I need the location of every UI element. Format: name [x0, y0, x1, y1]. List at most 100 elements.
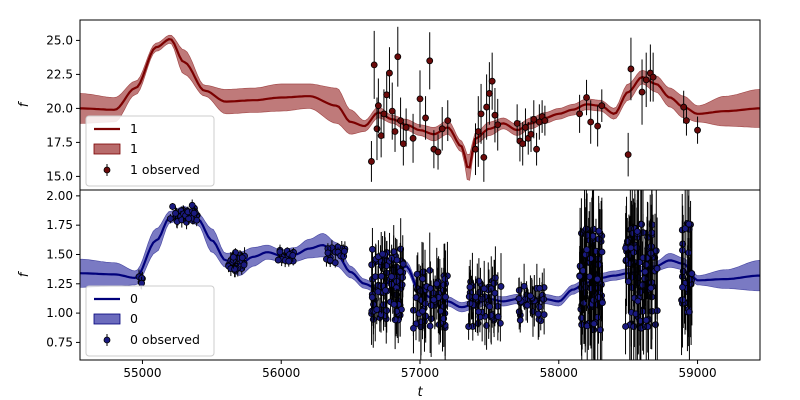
bottom-observed-point [644, 323, 652, 330]
top-observed-point [522, 124, 529, 131]
bottom-observed-point [633, 228, 641, 235]
bottom-observed-point [427, 284, 434, 292]
bottom-observed-point [576, 272, 584, 280]
bottom-observed-point [419, 275, 427, 283]
bottom-observed-point [534, 310, 542, 318]
bottom-observed-point [276, 248, 284, 256]
top-observed-point [583, 94, 590, 101]
top-observed-point [380, 110, 388, 118]
top-observed-point [374, 102, 382, 110]
top-panel: 15.0 17.5 20.0 22.5 25.0 f 1 1 1 observed [17, 19, 761, 191]
bottom-observed-point [378, 272, 385, 280]
bottom-observed-point [324, 249, 332, 257]
bottom-observed-point [475, 308, 482, 316]
bottom-observed-point [593, 275, 601, 283]
bottom-observed-point [491, 289, 499, 297]
bottom-observed-point [388, 273, 395, 280]
bottom-observed-point [427, 302, 435, 309]
bottom-observed-point [536, 284, 544, 292]
bottom-observed-point [480, 285, 488, 293]
bottom-observed-point [238, 254, 246, 262]
top-observed-point [485, 90, 493, 97]
top-observed-point [444, 117, 452, 125]
bottom-plot-area [80, 190, 760, 360]
bottom-observed-point [598, 248, 606, 256]
bottom-observed-point [590, 320, 598, 328]
bottom-observed-point [515, 295, 523, 302]
bottom-observed-point [172, 209, 179, 217]
top-observed-point [541, 117, 549, 125]
bottom-xtick-label: 56000 [262, 366, 300, 380]
top-observed-point [399, 140, 407, 148]
top-observed-point [642, 76, 650, 84]
bottom-observed-point [442, 293, 449, 301]
bottom-observed-point [638, 220, 646, 228]
bottom-observed-point [634, 297, 642, 305]
top-observed-point [533, 145, 540, 153]
top-observed-point [434, 148, 442, 156]
bottom-ytick-label: 1.25 [46, 277, 73, 291]
bottom-observed-point [583, 246, 591, 254]
top-observed-point [627, 65, 635, 73]
bottom-legend-label: 0 [130, 291, 138, 306]
top-observed-point [576, 110, 583, 118]
top-observed-point [594, 122, 602, 130]
bottom-ylabel: f [17, 270, 32, 277]
bottom-observed-point [371, 273, 379, 281]
bottom-observed-point [138, 279, 145, 287]
top-observed-point [649, 73, 657, 81]
top-ytick-label: 17.5 [46, 135, 73, 149]
top-ytick-label: 20.0 [46, 101, 73, 115]
top-ytick-label: 25.0 [46, 33, 73, 47]
bottom-observed-point [419, 307, 426, 315]
bottom-observed-point [326, 256, 334, 264]
bottom-observed-point [368, 261, 376, 269]
bottom-ytick-label: 1.00 [46, 306, 73, 320]
top-legend-box [85, 115, 215, 187]
top-observed-point [388, 107, 396, 115]
top-observed-point [422, 114, 429, 122]
top-ytick-label: 15.0 [46, 169, 73, 183]
bottom-observed-point [379, 250, 386, 258]
bottom-observed-point [391, 316, 399, 324]
top-observed-point [402, 124, 410, 131]
top-observed-point [527, 130, 535, 138]
bottom-observed-point [382, 286, 389, 294]
bottom-panel: 0.75 1.00 1.25 1.50 1.75 2.00 55000 56000 57000 5… [17, 189, 761, 400]
top-observed-point [368, 158, 375, 165]
bottom-observed-point [390, 300, 398, 308]
top-observed-point [397, 117, 404, 125]
bottom-observed-point [686, 308, 693, 316]
bottom-observed-point [410, 324, 417, 332]
top-plot-area [80, 26, 760, 182]
top-legend-point-swatch [103, 166, 111, 174]
bottom-observed-point [486, 303, 494, 310]
bottom-observed-point [497, 283, 505, 290]
bottom-observed-point [433, 280, 441, 288]
top-observed-point [624, 151, 632, 159]
top-observed-point [370, 61, 378, 69]
bottom-observed-point [426, 322, 434, 330]
top-legend-label: 1 [130, 121, 138, 136]
bottom-observed-point [491, 274, 499, 282]
bottom-observed-point [190, 209, 198, 217]
bottom-observed-point [169, 203, 176, 210]
bottom-observed-point [642, 261, 650, 269]
bottom-legend: 0 0 0 observed [85, 285, 215, 357]
top-observed-point [438, 125, 446, 133]
top-observed-point [683, 117, 690, 125]
top-observed-point [391, 128, 399, 135]
bottom-observed-point [465, 323, 472, 330]
bottom-observed-point [399, 274, 407, 281]
bottom-xtick-label: 58000 [540, 366, 578, 380]
bottom-observed-point [641, 268, 649, 276]
bottom-observed-point [685, 220, 693, 228]
bottom-observed-point [185, 215, 193, 222]
bottom-observed-point [595, 227, 603, 235]
bottom-observed-point [240, 261, 248, 269]
top-ylabel: f [17, 100, 32, 107]
bottom-legend-label: 0 observed [130, 332, 200, 347]
top-observed-point [483, 103, 491, 111]
bottom-observed-point [516, 316, 524, 324]
bottom-observed-point [524, 301, 531, 309]
